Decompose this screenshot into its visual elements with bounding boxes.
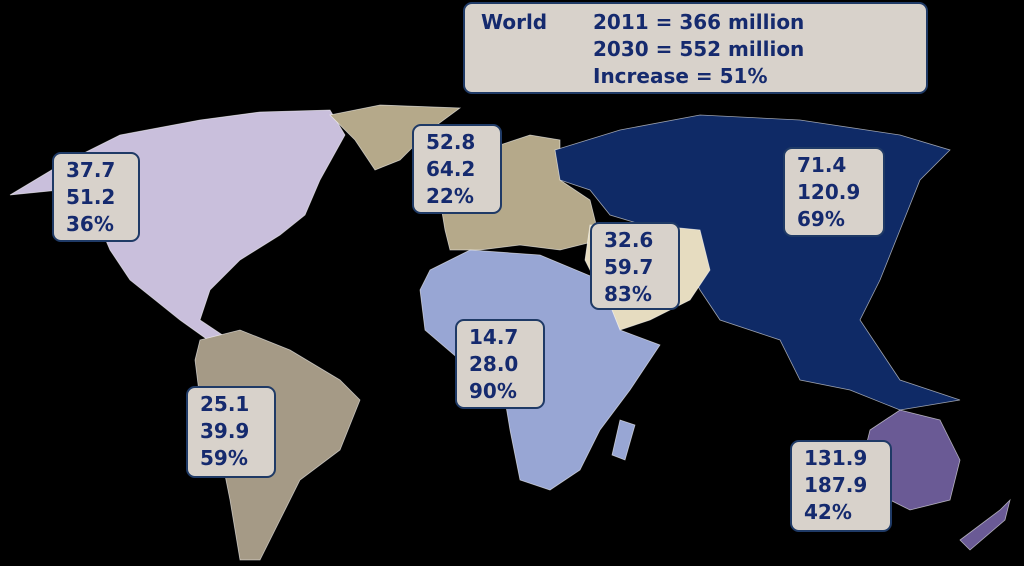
madagascar xyxy=(611,419,636,461)
region-box: 71.4 120.9 69% xyxy=(783,147,885,237)
region-line: 69% xyxy=(797,207,845,231)
region-line: 59.7 xyxy=(604,255,654,279)
world-label: World xyxy=(481,10,548,34)
region-line: 131.9 xyxy=(804,446,868,470)
region-line: 36% xyxy=(66,212,114,236)
world-line: Increase = 51% xyxy=(593,64,768,88)
region-line: 64.2 xyxy=(426,157,476,181)
region-line: 25.1 xyxy=(200,392,250,416)
region-line: 39.9 xyxy=(200,419,250,443)
region-line: 120.9 xyxy=(797,180,861,204)
region-line: 14.7 xyxy=(469,325,519,349)
region-box: 14.7 28.0 90% xyxy=(455,319,545,409)
region-box: 37.7 51.2 36% xyxy=(52,152,140,242)
region-box: 131.9 187.9 42% xyxy=(790,440,892,532)
world-line: 2011 = 366 million xyxy=(593,10,805,34)
region-line: 37.7 xyxy=(66,158,116,182)
region-line: 22% xyxy=(426,184,474,208)
region-line: 28.0 xyxy=(469,352,519,376)
world-line: 2030 = 552 million xyxy=(593,37,805,61)
world-box: World 2011 = 366 million 2030 = 552 mill… xyxy=(463,2,928,94)
region-line: 90% xyxy=(469,379,517,403)
region-line: 52.8 xyxy=(426,130,476,154)
region-box: 25.1 39.9 59% xyxy=(186,386,276,478)
region-line: 83% xyxy=(604,282,652,306)
region-box: 32.6 59.7 83% xyxy=(590,222,680,310)
region-line: 42% xyxy=(804,500,852,524)
region-line: 32.6 xyxy=(604,228,654,252)
region-line: 51.2 xyxy=(66,185,116,209)
region-line: 59% xyxy=(200,446,248,470)
region-line: 187.9 xyxy=(804,473,868,497)
region-box: 52.8 64.2 22% xyxy=(412,124,502,214)
new-zealand xyxy=(959,498,1011,551)
region-line: 71.4 xyxy=(797,153,847,177)
